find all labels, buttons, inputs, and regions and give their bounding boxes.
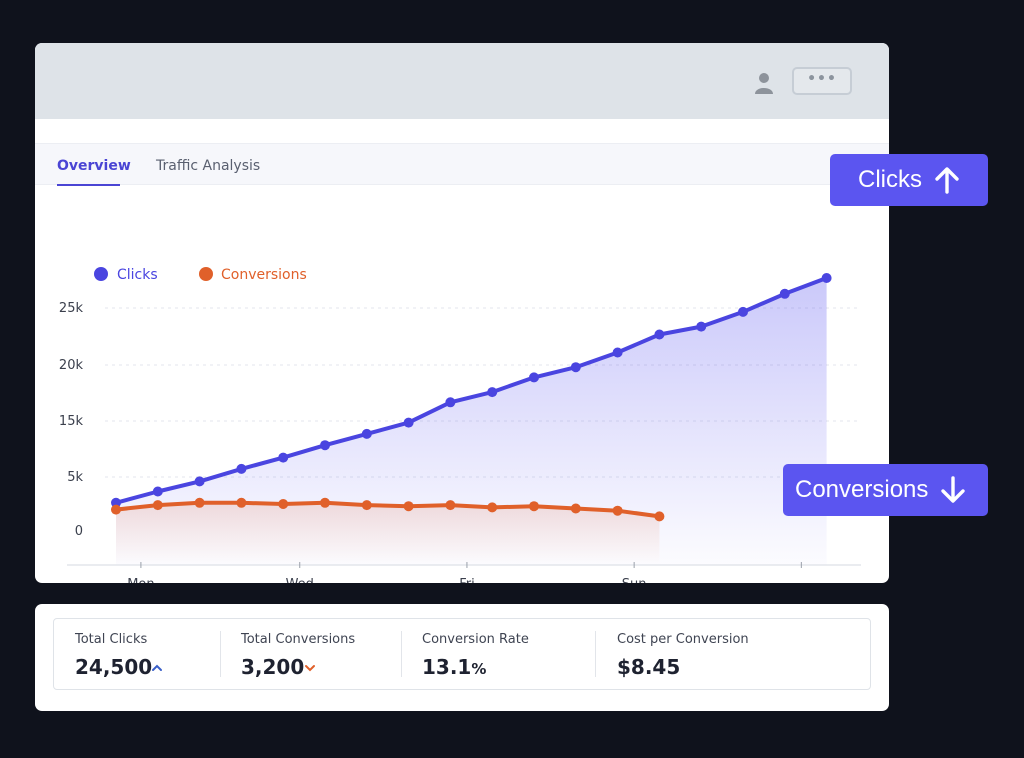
data-point-conversions (361, 500, 372, 511)
series-line-clicks (114, 276, 829, 505)
y-tick-label: 25k (59, 301, 84, 316)
data-point-conversions (278, 499, 289, 509)
stat-value: $8.45 (617, 655, 681, 679)
arrow-down-icon (941, 476, 966, 503)
legend-clicks-label: Clicks (117, 267, 158, 283)
trend-down-icon (305, 665, 315, 672)
stat-value: 24,500 (75, 655, 153, 679)
stat-divider (220, 631, 221, 677)
clicks-trend-badge: Clicks (830, 154, 988, 206)
data-point-conversions (654, 511, 665, 522)
data-point-clicks (654, 329, 665, 340)
more-options-button[interactable]: ••• (792, 67, 852, 95)
legend-conversions-label: Conversions (221, 267, 307, 283)
data-point-conversions (236, 497, 247, 508)
data-point-clicks (152, 486, 163, 497)
data-point-conversions (529, 501, 539, 512)
user-icon[interactable] (753, 71, 775, 95)
stat-label: Total Clicks (75, 632, 148, 647)
data-point-clicks (821, 273, 832, 283)
legend-conversions-marker (199, 267, 213, 281)
data-point-clicks (529, 372, 539, 383)
y-tick-label: 15k (59, 414, 84, 429)
series-line-conversions (114, 500, 662, 519)
tab-traffic-analysis-label: Traffic Analysis (156, 158, 261, 174)
stats-row: Total Clicks 24,500 Total Conversions 3,… (53, 618, 871, 690)
data-point-clicks (361, 428, 372, 439)
data-point-clicks (236, 463, 247, 474)
stat-number: 13.1 (422, 655, 472, 679)
data-point-conversions (194, 497, 205, 508)
stat-value: 3,200 (241, 655, 305, 679)
data-point-conversions (403, 501, 414, 512)
conversions-badge-label: Conversions (795, 476, 929, 503)
data-point-conversions (320, 497, 330, 508)
data-point-clicks (696, 321, 707, 332)
stat-label: Total Conversions (241, 632, 356, 647)
legend-clicks-marker (94, 267, 108, 281)
data-point-conversions (487, 502, 498, 513)
data-point-conversions (152, 500, 163, 511)
active-tab-indicator (57, 184, 120, 186)
data-point-clicks (612, 347, 623, 358)
trend-up-icon (152, 664, 162, 671)
data-point-conversions (612, 505, 623, 516)
x-tick-label: Mon (127, 577, 154, 583)
x-tick-label: Wed (286, 577, 314, 583)
data-point-conversions (445, 500, 456, 511)
data-point-clicks (779, 288, 790, 299)
y-tick-label: 20k (59, 358, 84, 373)
data-point-clicks (570, 362, 581, 373)
arrow-up-icon (935, 167, 959, 194)
tab-overview[interactable]: Overview (57, 144, 131, 186)
stats-summary-card: Total Clicks 24,500 Total Conversions 3,… (35, 604, 889, 711)
stat-label: Cost per Conversion (617, 632, 749, 647)
x-tick-label: Fri (459, 577, 475, 583)
stat-divider (401, 631, 402, 677)
tab-overview-label: Overview (57, 158, 131, 174)
stat-divider (595, 631, 596, 677)
stat-value: 13.1% (422, 655, 486, 679)
stat-label: Conversion Rate (422, 632, 529, 647)
data-point-conversions (570, 503, 581, 514)
line-chart: 25k 20k 15k 5k 0 Mon Wed Fri Sun Clicks Convers… (59, 267, 861, 583)
tab-bar: Overview Traffic Analysis (35, 143, 889, 186)
series-area-clicks (116, 278, 827, 565)
dashboard-card: ••• Overview Traffic Analysis 25k 20k 15k 5… (35, 43, 889, 583)
y-tick-label: 0 (75, 524, 83, 539)
card-header: ••• (35, 43, 889, 119)
tab-traffic-analysis[interactable]: Traffic Analysis (156, 144, 260, 185)
y-tick-label: 5k (67, 470, 83, 485)
x-tick-label: Sun (622, 577, 647, 583)
data-point-clicks (487, 387, 498, 398)
data-point-clicks (403, 417, 414, 428)
clicks-badge-label: Clicks (858, 166, 922, 193)
data-point-conversions (111, 504, 121, 515)
data-point-clicks (320, 440, 330, 451)
series-area-conversions (116, 502, 660, 565)
conversions-trend-badge: Conversions (783, 464, 988, 516)
stat-unit: % (471, 660, 487, 678)
data-point-clicks (194, 476, 205, 487)
data-point-clicks (738, 306, 748, 317)
data-point-clicks (445, 397, 456, 408)
data-point-clicks (278, 452, 289, 463)
